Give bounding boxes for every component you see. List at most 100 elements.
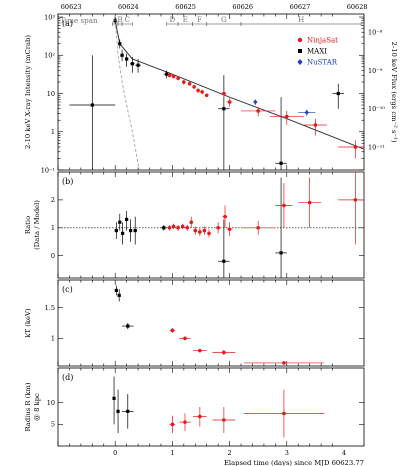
y2-axis-label: 2-10 keV Flux (ergs cm⁻² s⁻¹)	[390, 41, 398, 142]
y-axis-label: 2-10 keV X-ray Intensity (mCrab)	[24, 35, 32, 149]
legend-entry: NuSTAR	[307, 59, 338, 67]
data-point	[121, 231, 125, 235]
data-point	[183, 336, 187, 341]
y-tick-label: 1	[51, 224, 55, 232]
series-nustar	[253, 99, 316, 116]
panel-frame	[57, 13, 365, 171]
data-point	[117, 293, 121, 297]
y-tick-label: 1.5	[45, 304, 55, 312]
data-point	[313, 123, 318, 127]
time-span-name: E	[183, 15, 188, 24]
panel-tag: (d)	[62, 373, 73, 382]
data-point	[183, 420, 187, 424]
data-point	[192, 84, 196, 89]
time-span-name: F	[197, 15, 202, 24]
data-point	[198, 414, 202, 419]
data-point	[114, 228, 118, 233]
series-ninjasat	[169, 327, 324, 365]
data-point	[112, 396, 116, 400]
data-point	[113, 19, 117, 23]
data-point	[227, 100, 232, 104]
data-point	[130, 62, 134, 66]
data-point	[136, 63, 140, 67]
data-point	[114, 288, 118, 293]
top-axis-tick-label: 60625	[175, 3, 196, 11]
time-span-name: A	[112, 15, 119, 24]
y-tick-label: 5	[51, 421, 55, 429]
data-point	[167, 73, 172, 78]
data-point	[171, 224, 176, 229]
data-point	[284, 114, 289, 119]
panel-c: (c) 1.5 1 kT (keV)	[24, 279, 365, 367]
y-tick-label: 0	[51, 252, 55, 260]
data-point	[198, 348, 202, 353]
legend-marker	[297, 59, 303, 65]
data-point	[193, 228, 198, 233]
time-span-label: Time span	[60, 16, 98, 25]
data-point	[216, 225, 220, 230]
y2-tick-label: 10⁻⁹	[368, 67, 383, 75]
data-point	[282, 361, 286, 365]
data-point	[282, 411, 286, 416]
data-point	[196, 88, 200, 93]
legend-marker	[297, 37, 303, 43]
data-point	[222, 259, 226, 263]
panel-b: (b) 2 1 0 Ratio (Data / Model)	[24, 171, 365, 279]
data-point	[187, 81, 192, 86]
x-tick-label: 4	[342, 449, 346, 457]
time-span-name: D	[170, 15, 176, 24]
data-point	[222, 350, 226, 355]
data-point	[304, 110, 310, 115]
data-point	[256, 109, 260, 113]
data-point	[336, 91, 340, 96]
panel-frame	[57, 171, 365, 279]
panel-frame	[57, 367, 365, 447]
data-point	[256, 225, 260, 230]
panel-d: (d) 10 5 Radius R (km) @ 8 kpc 0 1 2 3 4 Elapsed t…	[24, 367, 365, 466]
series-maxi	[114, 285, 134, 330]
data-point	[118, 42, 122, 46]
data-point	[167, 225, 172, 230]
x-tick-label: 1	[170, 449, 174, 457]
top-axis-tick-label: 60623	[61, 3, 82, 11]
y2-tick-label: 10⁻¹¹	[368, 143, 385, 151]
data-point	[204, 93, 209, 98]
top-axis-tick-label: 60628	[347, 3, 368, 11]
series-ninjasat	[167, 172, 364, 245]
data-point	[125, 57, 129, 61]
legend-entry: NinjaSat	[307, 37, 338, 45]
y2-tick-label: 10⁻⁸	[368, 29, 383, 37]
data-point	[279, 251, 283, 255]
y-tick-label: 10	[47, 90, 55, 98]
panel-frame	[57, 279, 365, 367]
data-point	[198, 230, 202, 234]
legend-entry: MAXI	[307, 48, 327, 56]
y-tick-label: 1	[51, 128, 55, 136]
data-point	[222, 418, 226, 422]
x-axis-label: Elapsed time (days) since MJD 60623.77	[224, 459, 364, 466]
data-point	[282, 203, 286, 208]
data-point	[118, 220, 122, 224]
time-span-name: B	[117, 15, 122, 24]
x-tick-label: 0	[113, 449, 117, 457]
data-point	[129, 228, 133, 233]
data-point	[126, 324, 130, 328]
y-tick-label: 10²	[44, 52, 55, 60]
data-point	[180, 224, 185, 229]
panel-a: (a) 10³ 10² 10 1 10⁻¹ 2-10 keV X-ray Intensity…	[24, 13, 398, 174]
data-point	[170, 422, 175, 427]
series-maxi	[112, 376, 134, 433]
data-point	[253, 99, 258, 105]
legend-marker	[298, 49, 302, 53]
data-point	[353, 145, 358, 149]
y-tick-label: 10	[47, 399, 55, 407]
data-point	[165, 72, 169, 76]
data-point	[171, 74, 176, 79]
data-point	[116, 409, 120, 413]
data-point	[200, 90, 204, 94]
y-axis-label: (Data / Model)	[33, 200, 41, 250]
data-point	[133, 228, 137, 233]
data-point	[207, 231, 211, 236]
y-axis-label: @ 8 kpc	[33, 393, 41, 421]
